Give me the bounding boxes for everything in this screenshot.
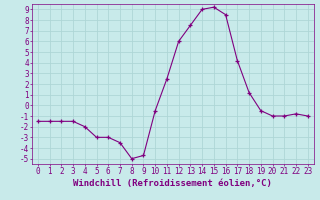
X-axis label: Windchill (Refroidissement éolien,°C): Windchill (Refroidissement éolien,°C)	[73, 179, 272, 188]
